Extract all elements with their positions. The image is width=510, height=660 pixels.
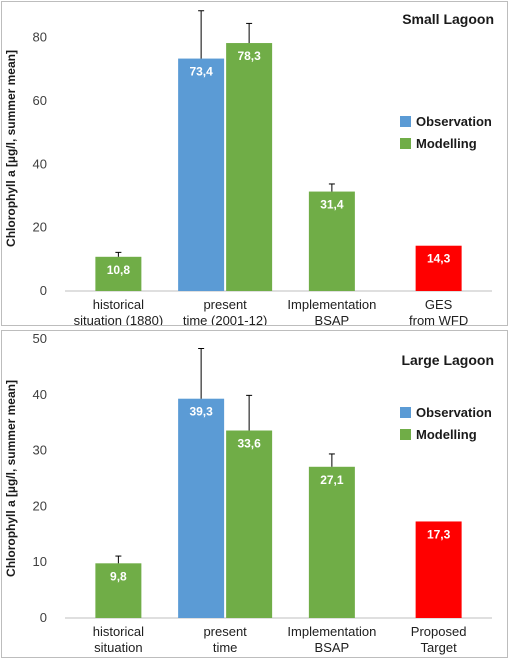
data-label: 39,3	[189, 405, 213, 419]
x-tick-label: Proposed	[411, 624, 467, 639]
y-tick-label: 20	[33, 498, 47, 513]
legend-label-observation: Observation	[416, 405, 492, 420]
legend-swatch-modelling	[400, 429, 411, 440]
chart-panel-small-lagoon: Chlorophyll a [µg/l, summer mean] 0 20 40 60…	[1, 1, 508, 326]
bar-modelling-2	[308, 466, 355, 618]
chart-title: Large Lagoon	[401, 352, 494, 368]
y-axis-label: Chlorophyll a [µg/l, summer mean]	[4, 50, 18, 247]
bar-target	[415, 245, 462, 291]
legend-swatch-observation	[400, 407, 411, 418]
x-tick-label: Implementation	[287, 624, 376, 639]
x-tick-label: from WFD	[409, 313, 468, 325]
x-tick-label: GES	[425, 297, 453, 312]
y-tick-label: 50	[33, 331, 47, 346]
x-tick-label: BSAP	[315, 313, 350, 325]
data-label: 31,4	[320, 198, 344, 212]
x-tick-label: time (2001-12)	[183, 313, 268, 325]
chart-large-lagoon: Chlorophyll a [µg/l, summer mean] 0 10 20 30…	[4, 331, 494, 655]
x-tick-label: situation (1880)	[74, 313, 164, 325]
x-tick-label: Implementation	[287, 297, 376, 312]
chart-small-lagoon: Chlorophyll a [µg/l, summer mean] 0 20 40 60…	[4, 10, 494, 325]
y-tick-label: 60	[33, 93, 47, 108]
data-label: 14,3	[427, 252, 451, 266]
bar-observation-1	[178, 398, 225, 618]
data-label: 73,4	[189, 65, 213, 79]
bar-modelling-0	[95, 256, 142, 291]
data-label: 17,3	[427, 527, 451, 541]
x-tick-label: historical	[93, 297, 144, 312]
legend-label-modelling: Modelling	[416, 427, 477, 442]
bar-observation-1	[178, 58, 225, 291]
chart-panel-large-lagoon: Chlorophyll a [µg/l, summer mean] 0 10 20 30…	[1, 330, 508, 658]
data-label: 33,6	[237, 437, 261, 451]
x-tick-label: BSAP	[315, 640, 350, 655]
data-label: 9,8	[110, 569, 127, 583]
bar-target	[415, 521, 462, 618]
y-tick-label: 20	[33, 220, 47, 235]
y-axis-label: Chlorophyll a [µg/l, summer mean]	[4, 380, 18, 577]
legend-swatch-modelling	[400, 138, 411, 149]
data-label: 27,1	[320, 473, 344, 487]
legend-label-modelling: Modelling	[416, 136, 477, 151]
y-tick-label: 10	[33, 554, 47, 569]
y-tick-label: 40	[33, 387, 47, 402]
y-tick-label: 0	[40, 610, 47, 625]
bar-modelling-2	[308, 191, 355, 291]
chart-title: Small Lagoon	[402, 11, 494, 27]
y-tick-label: 40	[33, 156, 47, 171]
data-label: 10,8	[107, 263, 131, 277]
x-tick-label: present	[203, 624, 247, 639]
x-tick-label: situation	[94, 640, 142, 655]
bar-modelling-1	[226, 43, 273, 291]
data-label: 78,3	[237, 49, 261, 63]
x-tick-label: present	[203, 297, 247, 312]
bar-modelling-0	[95, 563, 142, 618]
legend-swatch-observation	[400, 116, 411, 127]
x-tick-label: historical	[93, 624, 144, 639]
y-tick-label: 30	[33, 443, 47, 458]
y-tick-label: 0	[40, 283, 47, 298]
x-tick-label: time	[213, 640, 238, 655]
y-tick-label: 80	[33, 30, 47, 45]
legend-label-observation: Observation	[416, 114, 492, 129]
bar-modelling-1	[226, 430, 273, 618]
x-tick-label: Target	[421, 640, 458, 655]
